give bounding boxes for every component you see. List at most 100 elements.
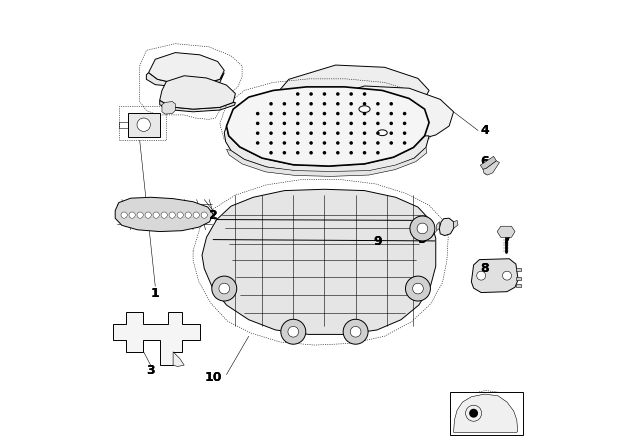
Text: 00 3002: 00 3002 xyxy=(461,425,493,434)
Circle shape xyxy=(376,102,380,106)
Circle shape xyxy=(336,131,340,135)
Polygon shape xyxy=(173,352,184,366)
Text: 7: 7 xyxy=(502,233,511,246)
Circle shape xyxy=(336,92,340,96)
Circle shape xyxy=(193,212,199,218)
Bar xyxy=(127,113,160,137)
Circle shape xyxy=(323,141,326,145)
Circle shape xyxy=(363,141,366,145)
Circle shape xyxy=(363,102,366,106)
Circle shape xyxy=(403,121,406,125)
Circle shape xyxy=(153,212,159,218)
Circle shape xyxy=(137,118,150,131)
Polygon shape xyxy=(472,259,518,293)
Circle shape xyxy=(309,112,313,116)
Text: 2: 2 xyxy=(209,209,218,222)
Circle shape xyxy=(296,121,300,125)
Circle shape xyxy=(269,112,273,116)
Circle shape xyxy=(219,283,230,294)
Circle shape xyxy=(161,212,167,218)
Circle shape xyxy=(417,223,428,234)
Circle shape xyxy=(349,141,353,145)
Polygon shape xyxy=(162,102,175,114)
Circle shape xyxy=(336,121,340,125)
Circle shape xyxy=(256,131,259,135)
Circle shape xyxy=(390,131,393,135)
Circle shape xyxy=(269,151,273,155)
Circle shape xyxy=(256,141,259,145)
Circle shape xyxy=(283,102,286,106)
Circle shape xyxy=(336,112,340,116)
Text: 10: 10 xyxy=(204,371,222,384)
Circle shape xyxy=(349,131,353,135)
Circle shape xyxy=(137,212,143,218)
Text: 3: 3 xyxy=(147,364,155,377)
Circle shape xyxy=(376,151,380,155)
Circle shape xyxy=(469,409,478,418)
Circle shape xyxy=(413,283,423,294)
Circle shape xyxy=(129,212,135,218)
Text: 3: 3 xyxy=(147,364,155,377)
Text: 5: 5 xyxy=(418,233,427,246)
Circle shape xyxy=(349,92,353,96)
Circle shape xyxy=(323,92,326,96)
Circle shape xyxy=(406,276,431,301)
Circle shape xyxy=(323,121,326,125)
Circle shape xyxy=(336,141,340,145)
Circle shape xyxy=(281,319,306,344)
Text: 9: 9 xyxy=(374,235,382,248)
Circle shape xyxy=(309,92,313,96)
Circle shape xyxy=(296,102,300,106)
Circle shape xyxy=(390,112,393,116)
Text: 5: 5 xyxy=(418,233,427,246)
Circle shape xyxy=(363,92,366,96)
Circle shape xyxy=(145,212,151,218)
Polygon shape xyxy=(483,161,499,175)
Circle shape xyxy=(349,151,353,155)
Circle shape xyxy=(296,151,300,155)
Circle shape xyxy=(323,131,326,135)
Circle shape xyxy=(363,112,366,116)
Circle shape xyxy=(390,102,393,106)
Text: 8: 8 xyxy=(481,262,489,275)
Text: 6: 6 xyxy=(481,155,489,168)
Bar xyxy=(516,267,521,271)
Circle shape xyxy=(502,271,511,280)
Circle shape xyxy=(296,131,300,135)
Circle shape xyxy=(363,131,366,135)
Circle shape xyxy=(363,121,366,125)
Circle shape xyxy=(177,212,183,218)
Circle shape xyxy=(349,102,353,106)
Polygon shape xyxy=(148,52,224,84)
Bar xyxy=(516,284,521,287)
Text: 9: 9 xyxy=(374,235,382,248)
Text: 4: 4 xyxy=(481,124,489,137)
Circle shape xyxy=(283,151,286,155)
Polygon shape xyxy=(480,156,496,169)
Circle shape xyxy=(296,92,300,96)
Circle shape xyxy=(212,276,237,301)
Circle shape xyxy=(283,131,286,135)
Circle shape xyxy=(309,141,313,145)
Circle shape xyxy=(376,131,380,135)
Circle shape xyxy=(376,121,380,125)
Circle shape xyxy=(323,102,326,106)
Polygon shape xyxy=(497,226,515,237)
Circle shape xyxy=(350,327,361,337)
Circle shape xyxy=(256,121,259,125)
Circle shape xyxy=(376,112,380,116)
Circle shape xyxy=(349,112,353,116)
Circle shape xyxy=(390,141,393,145)
Circle shape xyxy=(121,212,127,218)
Circle shape xyxy=(349,121,353,125)
Circle shape xyxy=(269,102,273,106)
Circle shape xyxy=(283,112,286,116)
Polygon shape xyxy=(227,87,429,166)
Circle shape xyxy=(376,141,380,145)
Polygon shape xyxy=(115,197,213,232)
Text: 1: 1 xyxy=(151,287,159,300)
Circle shape xyxy=(309,151,313,155)
Circle shape xyxy=(363,151,366,155)
Polygon shape xyxy=(454,220,458,228)
Circle shape xyxy=(283,121,286,125)
